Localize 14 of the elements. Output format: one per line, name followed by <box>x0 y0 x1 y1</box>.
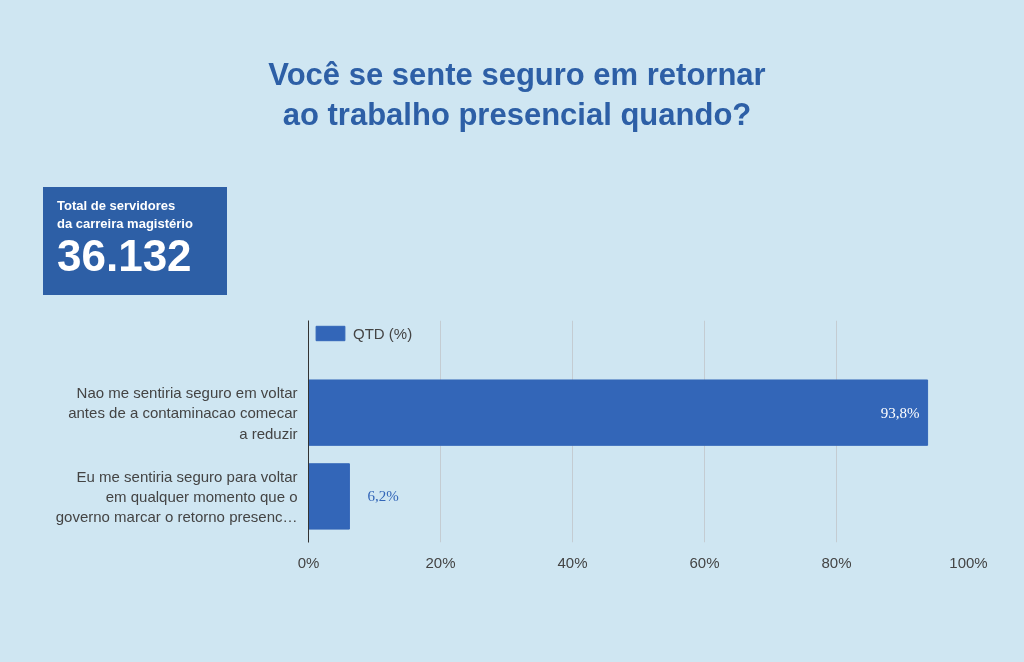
text: 6,2% <box>367 488 399 505</box>
y-tick-label: Eu me sentiria seguro para voltar em qualquer momento que o governo marcar o retorno presenc… <box>55 467 298 526</box>
x-tick-label: 60% <box>689 553 720 571</box>
x-tick-label: 80% <box>821 553 852 571</box>
x-tick-label: 40% <box>557 553 588 571</box>
legend-label: QTD (%) <box>353 324 413 342</box>
text: 36.132 <box>57 231 193 281</box>
x-tick-label: 100% <box>949 553 988 571</box>
text: 93,8% <box>880 404 920 421</box>
chart-title: Você se sente seguro em retornar ao trabalho presencial quando? <box>267 56 767 135</box>
x-tick-label: 0% <box>297 553 320 571</box>
y-tick-label: Nao me sentiria seguro em voltar antes de a contaminacao comecar a reduzir <box>68 383 298 442</box>
x-tick-label: 20% <box>425 553 456 571</box>
text: Total de servidores da carreira magistério <box>57 197 194 233</box>
